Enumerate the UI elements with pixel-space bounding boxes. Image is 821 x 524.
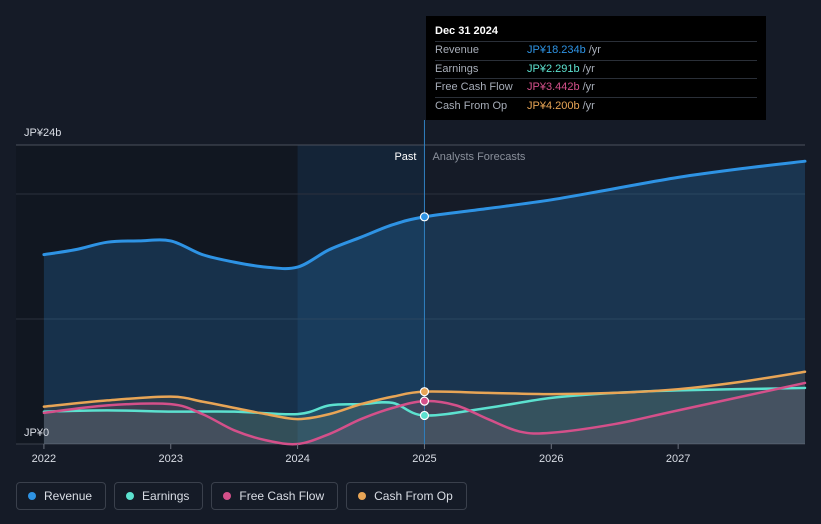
- x-tick-label: 2022: [32, 453, 56, 465]
- x-tick-label: 2024: [285, 453, 309, 465]
- earnings-marker: [419, 410, 430, 421]
- past-label: Past: [394, 151, 416, 163]
- legend-dot-icon: [28, 492, 36, 500]
- y-axis-top-label: JP¥24b: [24, 127, 61, 139]
- tooltip-row-unit: /yr: [588, 44, 601, 56]
- legend-dot-icon: [223, 492, 232, 500]
- tooltip-row: Earnings JP¥2.291b/yr: [435, 61, 757, 79]
- revenue-marker: [419, 212, 430, 222]
- legend-label: Revenue: [44, 489, 93, 503]
- tooltip-row-unit: /yr: [582, 99, 595, 112]
- tooltip-row-value: JP¥3.442b: [527, 81, 580, 93]
- legend-item-free-cash-flow[interactable]: Free Cash Flow: [211, 482, 339, 510]
- x-tick-label: 2023: [159, 453, 183, 465]
- forecast-label: Analysts Forecasts: [432, 151, 525, 163]
- x-tick-label: 2027: [666, 453, 690, 465]
- tooltip-row-unit: /yr: [582, 81, 595, 93]
- tooltip-row-value: JP¥18.234b: [527, 44, 586, 56]
- tooltip-date: Dec 31 2024: [435, 24, 757, 42]
- tooltip: Dec 31 2024 Revenue JP¥18.234b/yr Earnings…: [426, 16, 766, 120]
- tooltip-row: Free Cash Flow JP¥3.442b/yr: [435, 79, 757, 98]
- legend-label: Earnings: [142, 489, 190, 503]
- legend-item-revenue[interactable]: Revenue: [16, 482, 107, 510]
- revenue-line: [42, 159, 807, 271]
- series-lines: [42, 159, 807, 446]
- tooltip-row: Revenue JP¥18.234b/yr: [435, 42, 757, 61]
- tooltip-row-label: Revenue: [435, 44, 480, 56]
- free-cash-flow-marker: [419, 396, 430, 406]
- legend-dot-icon: [126, 492, 135, 500]
- legend-label: Free Cash Flow: [239, 489, 325, 503]
- free-cash-flow-line: [42, 381, 807, 446]
- gridlines: [16, 144, 805, 445]
- tooltip-row-label: Earnings: [435, 62, 479, 75]
- y-axis-bottom-label: JP¥0: [24, 427, 49, 439]
- tooltip-row: Cash From Op JP¥4.200b/yr: [435, 98, 757, 116]
- tooltip-row-value: JP¥4.200b: [527, 99, 580, 112]
- cash-from-op-marker: [419, 387, 430, 397]
- tooltip-row-value: JP¥2.291b: [527, 62, 580, 75]
- tooltip-row-label: Cash From Op: [435, 99, 508, 112]
- x-tick-label: 2026: [539, 453, 563, 465]
- x-tick-label: 2025: [412, 453, 436, 465]
- legend: Revenue Earnings Free Cash Flow Cash From O…: [16, 482, 467, 510]
- hover-markers: [419, 212, 430, 421]
- tooltip-row-unit: /yr: [582, 62, 595, 75]
- legend-item-earnings[interactable]: Earnings: [114, 482, 204, 510]
- legend-label: Cash From Op: [374, 489, 453, 503]
- x-axis-ticks: 2022 2023 2024 2025 2026 2027: [32, 444, 690, 465]
- cash-from-op-line: [42, 370, 807, 421]
- legend-item-cash-from-op[interactable]: Cash From Op: [346, 482, 467, 510]
- legend-dot-icon: [358, 492, 367, 500]
- tooltip-row-label: Free Cash Flow: [435, 81, 513, 93]
